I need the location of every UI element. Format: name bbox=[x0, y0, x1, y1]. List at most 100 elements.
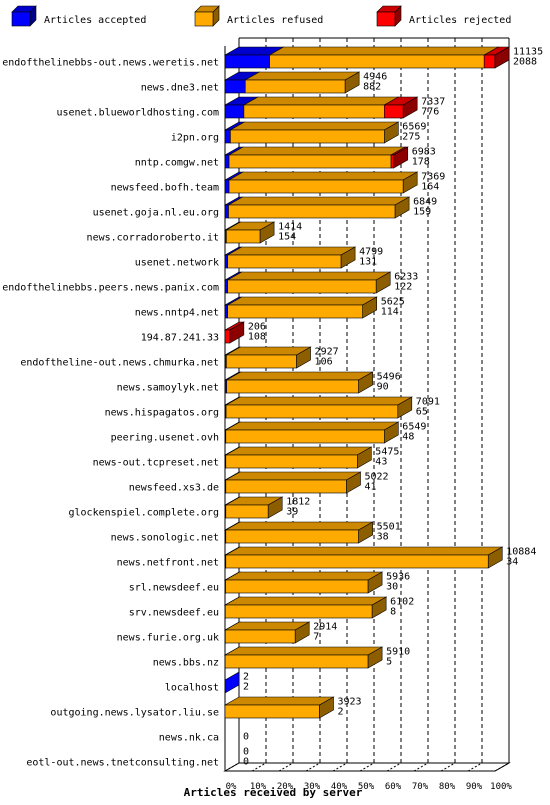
bar-row bbox=[223, 546, 504, 569]
axis-tick bbox=[224, 762, 240, 772]
legend-label-rejected: Articles rejected bbox=[409, 15, 511, 26]
bar-row bbox=[223, 321, 245, 344]
value-label-second: 8 bbox=[390, 607, 396, 618]
bar-segment-rejected bbox=[390, 154, 395, 169]
bar-segment-accepted bbox=[224, 254, 228, 269]
category-label: outgoing.news.lysator.liu.se bbox=[50, 708, 219, 719]
axis-tick bbox=[494, 762, 510, 772]
bar-segment-accepted bbox=[224, 279, 228, 294]
bar-side bbox=[358, 521, 373, 544]
bar-row bbox=[223, 521, 374, 544]
bar-side bbox=[394, 196, 410, 219]
bar-top-refused bbox=[226, 296, 378, 306]
bar-segment-refused bbox=[225, 454, 358, 469]
bar-row bbox=[223, 621, 311, 644]
bar-segment-accepted bbox=[224, 204, 229, 219]
value-label-second: 2 bbox=[338, 707, 344, 718]
legend-swatch-rejected bbox=[376, 11, 396, 27]
axis-tick bbox=[440, 762, 456, 772]
bar-row bbox=[223, 346, 312, 369]
value-label-second: 108 bbox=[248, 332, 266, 343]
value-label-total: 6549 bbox=[402, 422, 426, 433]
axis-tick bbox=[359, 762, 375, 772]
axis-tick-label: 30% bbox=[304, 782, 321, 792]
bar-row bbox=[223, 646, 384, 669]
bar-segment-accepted bbox=[224, 154, 230, 169]
bar-segment-refused bbox=[243, 104, 385, 119]
bar-top-refused bbox=[224, 521, 374, 531]
legend-swatch-refused bbox=[194, 11, 214, 27]
value-label-total: 1812 bbox=[286, 497, 310, 508]
bar-side bbox=[346, 471, 361, 494]
bar-row bbox=[223, 396, 413, 419]
bar-segment-rejected bbox=[383, 104, 404, 119]
value-label-total: 4799 bbox=[359, 247, 383, 258]
bar-segment-refused bbox=[225, 554, 489, 569]
bar-segment-refused bbox=[227, 279, 377, 294]
axis-tick-label: 90% bbox=[466, 782, 483, 792]
value-label-total: 7091 bbox=[416, 397, 440, 408]
bar-side bbox=[383, 121, 399, 144]
value-label-second: 131 bbox=[359, 257, 377, 268]
value-label-second: 5 bbox=[386, 657, 392, 668]
bar-row bbox=[223, 571, 384, 594]
category-label: news.dne3.net bbox=[141, 83, 219, 94]
bar-segment-refused bbox=[227, 304, 363, 319]
bar-top-refused bbox=[227, 171, 419, 181]
bar-row bbox=[223, 446, 373, 469]
bar-segment-refused bbox=[224, 629, 296, 644]
value-label-total: 5910 bbox=[386, 647, 410, 658]
axis-tick-label: 100% bbox=[490, 782, 512, 792]
chart-legend: Articles accepted Articles refused Article… bbox=[11, 5, 511, 27]
bar-side bbox=[397, 396, 413, 419]
value-label-total: 10884 bbox=[506, 547, 536, 558]
category-label: newsfeed.bofh.team bbox=[111, 183, 219, 194]
bar-top-refused bbox=[227, 146, 407, 156]
value-label-total: 7337 bbox=[421, 97, 445, 108]
bar-segment-refused bbox=[228, 204, 396, 219]
bar-row bbox=[223, 696, 335, 719]
bar-segment-refused bbox=[225, 579, 369, 594]
bar-side bbox=[344, 71, 360, 94]
legend-label-accepted: Articles accepted bbox=[44, 15, 146, 26]
value-label-total: 11135 bbox=[513, 47, 543, 58]
bar-segment-refused bbox=[224, 704, 320, 719]
value-label-total: 5022 bbox=[365, 472, 389, 483]
value-label-total: 0 bbox=[243, 747, 249, 758]
value-label-second: 39 bbox=[286, 507, 298, 518]
value-label-second: 159 bbox=[413, 207, 431, 218]
value-label-second: 7 bbox=[313, 632, 319, 643]
axis-tick-label: 40% bbox=[331, 782, 348, 792]
bar-side bbox=[319, 696, 334, 719]
bar-top-refused bbox=[224, 646, 384, 656]
bar-side bbox=[367, 571, 383, 594]
category-label: news-out.tcpreset.net bbox=[93, 458, 219, 469]
category-label: endofthelinebbs.peers.news.panix.com bbox=[2, 283, 219, 294]
bar-row bbox=[223, 71, 361, 94]
bar-row bbox=[223, 246, 357, 269]
category-label: usenet.blueworldhosting.com bbox=[56, 108, 219, 119]
value-label-total: 3923 bbox=[338, 697, 362, 708]
bar-segment-accepted bbox=[224, 129, 231, 144]
bar-top-refused bbox=[268, 46, 500, 56]
value-label-second: 178 bbox=[412, 157, 430, 168]
bar-side bbox=[259, 221, 275, 244]
bar-top-refused bbox=[227, 196, 411, 206]
category-label: news.corradoroberto.it bbox=[87, 233, 219, 244]
bar-row bbox=[223, 271, 392, 294]
bar-side bbox=[487, 546, 503, 569]
category-label: endoftheline-out.news.chmurka.net bbox=[20, 358, 219, 369]
category-label: nntp.comgw.net bbox=[135, 158, 219, 169]
chart-category-labels: endofthelinebbs-out.news.weretis.net news… bbox=[2, 58, 219, 769]
bar-row bbox=[223, 146, 409, 169]
value-label-second: 0 bbox=[243, 757, 249, 768]
chart-bars bbox=[223, 46, 511, 719]
axis-tick bbox=[305, 762, 321, 772]
bar-top-refused bbox=[223, 696, 335, 706]
bar-side bbox=[402, 171, 418, 194]
bar-row bbox=[223, 496, 284, 519]
value-label-second: 30 bbox=[386, 582, 398, 593]
value-label-second: 114 bbox=[381, 307, 399, 318]
value-label-total: 2914 bbox=[313, 622, 337, 633]
bar-top-refused bbox=[224, 546, 504, 556]
